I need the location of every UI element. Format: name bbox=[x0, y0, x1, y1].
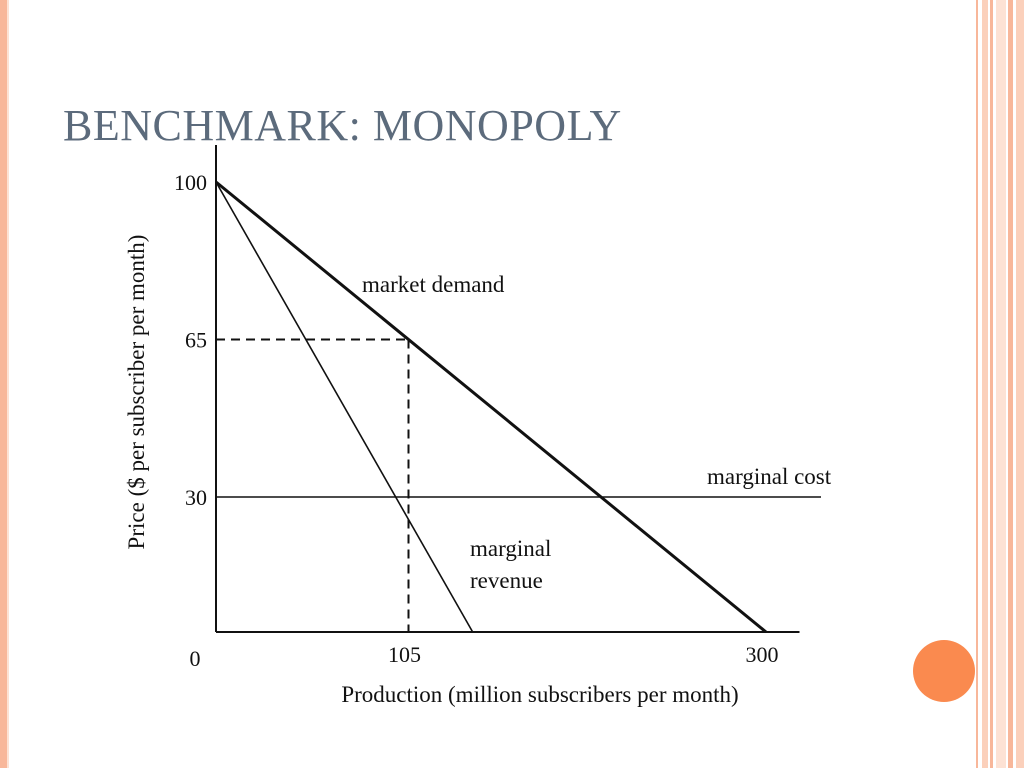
slide-title: BENCHMARK: MONOPOLY bbox=[63, 101, 622, 150]
accent-circle bbox=[913, 640, 975, 702]
x-axis-label: Production (million subscribers per mont… bbox=[341, 682, 738, 707]
x-tick-label: 300 bbox=[746, 642, 779, 667]
chart-axes bbox=[215, 145, 800, 633]
stripe bbox=[990, 0, 993, 768]
market-demand-label: market demand bbox=[362, 272, 505, 297]
marginal-revenue-label-line2: revenue bbox=[470, 568, 543, 593]
marginal-revenue-line bbox=[215, 181, 474, 633]
stripe bbox=[976, 0, 978, 768]
stripe bbox=[1016, 0, 1024, 768]
left-border-inner bbox=[7, 0, 9, 768]
marginal-revenue-label-line1: marginal bbox=[470, 536, 551, 561]
y-tick-label: 30 bbox=[185, 485, 207, 510]
stripe bbox=[996, 0, 1006, 768]
x-tick-label: 105 bbox=[388, 642, 421, 667]
chart-series bbox=[215, 180, 821, 634]
stripe bbox=[982, 0, 988, 768]
origin-label: 0 bbox=[190, 646, 201, 671]
tick-labels: 100 65 30 105 300 bbox=[174, 170, 779, 667]
y-tick-label: 100 bbox=[174, 170, 207, 195]
y-axis-label: Price ($ per subscriber per month) bbox=[124, 235, 149, 550]
market-demand-line bbox=[215, 180, 767, 634]
left-border bbox=[0, 0, 7, 768]
marginal-cost-label: marginal cost bbox=[707, 464, 832, 489]
stripe bbox=[1008, 0, 1013, 768]
reference-lines bbox=[216, 338, 410, 632]
right-stripes bbox=[976, 0, 1024, 768]
y-tick-label: 65 bbox=[185, 328, 207, 353]
